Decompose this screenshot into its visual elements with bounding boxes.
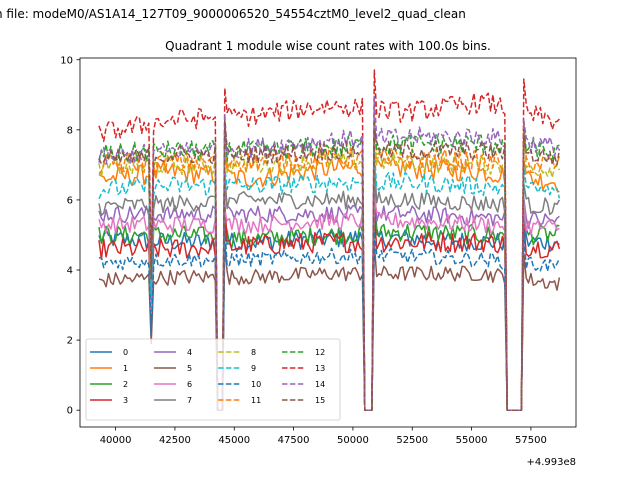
legend-box: [85, 338, 341, 421]
legend-label: 13: [315, 364, 325, 373]
series-line-15: [98, 119, 561, 411]
legend-label: 3: [123, 396, 128, 405]
legend-label: 0: [123, 348, 128, 357]
legend-label: 4: [187, 348, 192, 357]
x-tick-label: 50000: [337, 435, 369, 446]
legend-label: 2: [123, 380, 128, 389]
legend-label: 7: [187, 396, 192, 405]
series-line-9: [98, 148, 561, 411]
x-offset-label: +4.993e8: [526, 457, 576, 468]
y-axis: 0 2 4 6 8 10: [60, 55, 80, 417]
plot-frame: [79, 57, 577, 428]
series-line-8: [98, 120, 561, 411]
legend-label: 5: [187, 364, 192, 373]
legend-label: 14: [315, 380, 325, 389]
legend-label: 15: [315, 396, 325, 405]
series-line-14: [98, 95, 560, 411]
series-line-3: [98, 202, 561, 411]
y-tick-label: 10: [60, 55, 73, 66]
legend-label: 9: [251, 364, 256, 373]
legend-label: 6: [187, 380, 192, 389]
x-tick-label: 57500: [515, 435, 547, 446]
series-line-13: [98, 69, 560, 411]
chart-title: Quadrant 1 module wise count rates with …: [165, 39, 491, 53]
legend-label: 12: [315, 348, 325, 357]
x-tick-label: 40000: [100, 435, 132, 446]
x-tick-label: 42500: [159, 435, 191, 446]
y-tick-label: 8: [67, 125, 73, 136]
y-tick-label: 6: [67, 195, 73, 206]
legend-label: 8: [251, 348, 256, 357]
legend-label: 11: [251, 396, 261, 405]
x-tick-label: 52500: [396, 435, 428, 446]
series-line-6: [98, 195, 560, 411]
x-tick-label: 47500: [278, 435, 310, 446]
series-layer: [98, 69, 561, 411]
figure-suptitle: h file: modeM0/AS1A14_127T09_9000006520_…: [0, 7, 466, 21]
x-tick-label: 45000: [218, 435, 250, 446]
y-tick-label: 0: [67, 406, 73, 417]
series-line-10: [98, 224, 561, 411]
y-tick-label: 4: [67, 266, 73, 277]
y-tick-label: 2: [67, 336, 73, 347]
legend-label: 1: [123, 364, 128, 373]
x-tick-label: 55000: [456, 435, 488, 446]
legend-label: 10: [251, 380, 261, 389]
series-line-5: [98, 242, 561, 411]
x-axis: 40000 42500 45000 47500 50000 52500 55000 57500: [100, 427, 547, 446]
series-line-7: [98, 156, 561, 411]
